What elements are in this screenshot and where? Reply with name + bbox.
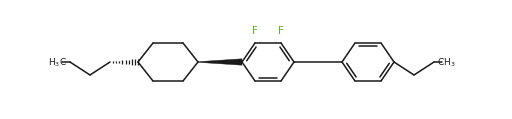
Text: F: F	[278, 26, 284, 36]
Polygon shape	[198, 59, 242, 65]
Text: CH$_3$: CH$_3$	[437, 57, 456, 69]
Text: F: F	[252, 26, 258, 36]
Text: H$_3$C: H$_3$C	[48, 57, 67, 69]
